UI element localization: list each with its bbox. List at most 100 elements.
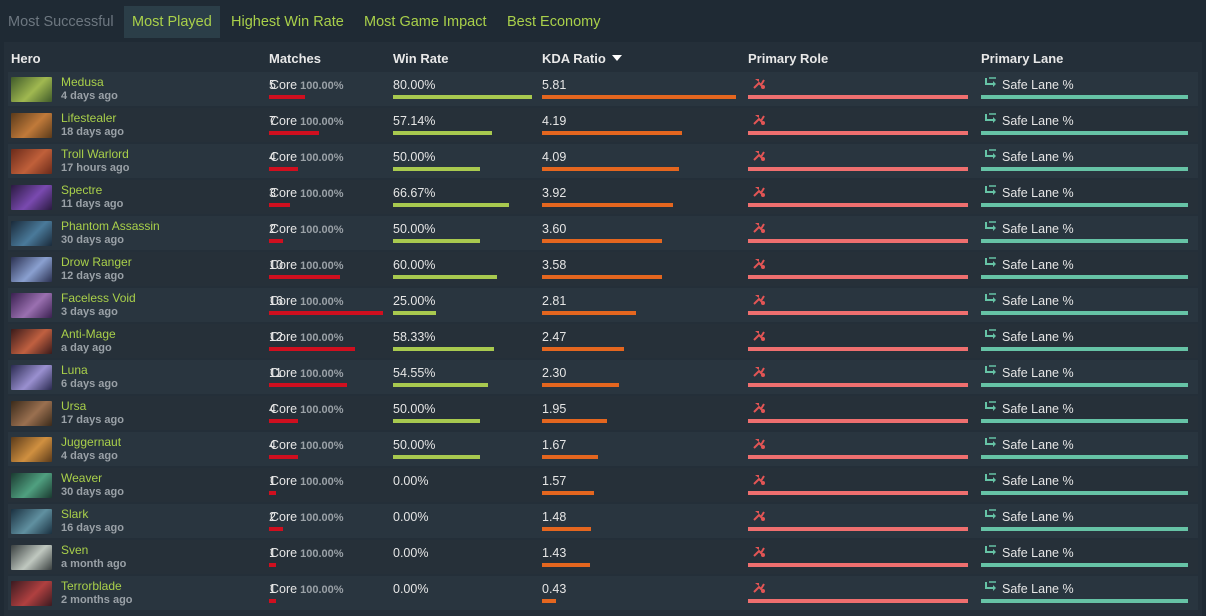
column-header-primary-lane[interactable]: Primary Lane [981,51,1064,66]
hero-name-link[interactable]: Faceless Void [61,291,136,305]
hero-avatar[interactable] [11,473,52,498]
hero-avatar[interactable] [11,221,52,246]
role-bar [748,491,968,495]
hero-last-played: 18 days ago [61,126,124,138]
table-row: Luna 6 days ago 11 54.55% 2.30 Core 100.00% Saf… [8,360,1198,394]
safe-lane-icon [984,544,998,558]
kda-value: 1.67 [542,438,567,452]
role-label: Core [270,546,298,560]
kda-value: 3.60 [542,222,567,236]
hero-avatar[interactable] [11,113,52,138]
hero-avatar[interactable] [11,581,52,606]
hero-name-link[interactable]: Juggernaut [61,435,122,449]
matches-value: 4 [269,438,276,452]
hero-name-link[interactable]: Troll Warlord [61,147,129,161]
hero-last-played: 17 days ago [61,414,124,426]
column-header-matches[interactable]: Matches [269,51,322,66]
role-bar [748,527,968,531]
core-role-icon [752,148,766,162]
matches-bar [269,527,283,531]
column-header-win-rate[interactable]: Win Rate [393,51,449,66]
hero-last-played: 4 days ago [61,450,118,462]
matches-bar [269,203,290,207]
hero-name-link[interactable]: Weaver [61,471,103,485]
tab-best-economy[interactable]: Best Economy [507,14,601,30]
matches-bar [269,599,276,603]
hero-avatar[interactable] [11,545,52,570]
kda-bar [542,95,736,99]
hero-last-played: 3 days ago [61,306,118,318]
tab-most-played[interactable]: Most Played [124,6,220,38]
column-header-primary-role[interactable]: Primary Role [748,51,829,66]
kda-bar [542,599,556,603]
column-header-kda[interactable]: KDA Ratio [542,51,622,66]
matches-bar [269,311,383,315]
role-percent: 100.00% [300,188,344,200]
hero-avatar[interactable] [11,293,52,318]
win-rate-value: 50.00% [393,438,436,452]
hero-name-link[interactable]: Sven [61,543,89,557]
lane-bar [981,563,1188,567]
win-rate-value: 25.00% [393,294,436,308]
hero-avatar[interactable] [11,329,52,354]
hero-name-link[interactable]: Terrorblade [61,579,122,593]
table-header: Hero Matches Win Rate KDA Ratio Primary … [4,42,1202,72]
column-header-hero[interactable]: Hero [11,51,41,66]
primary-role: Core 100.00% [270,78,344,92]
win-rate-value: 66.67% [393,186,436,200]
hero-name-link[interactable]: Slark [61,507,89,521]
hero-avatar[interactable] [11,509,52,534]
hero-name-link[interactable]: Lifestealer [61,111,117,125]
primary-role: Core 100.00% [270,150,344,164]
hero-last-played: 11 days ago [61,198,124,210]
kda-bar [542,563,590,567]
role-percent: 100.00% [300,332,344,344]
win-rate-bar [393,383,488,387]
hero-name-link[interactable]: Anti-Mage [61,327,116,341]
kda-value: 5.81 [542,78,567,92]
hero-avatar[interactable] [11,149,52,174]
role-bar [748,239,968,243]
kda-bar [542,311,636,315]
role-bar [748,311,968,315]
hero-name-link[interactable]: Ursa [61,399,87,413]
primary-role: Core 100.00% [270,222,344,236]
hero-avatar[interactable] [11,77,52,102]
safe-lane-icon [984,76,998,90]
win-rate-bar [393,275,497,279]
lane-bar [981,527,1188,531]
hero-avatar[interactable] [11,185,52,210]
safe-lane-icon [984,364,998,378]
kda-bar [542,347,624,351]
kda-value: 2.81 [542,294,567,308]
kda-value: 3.58 [542,258,567,272]
hero-last-played: 2 months ago [61,594,133,606]
lane-bar [981,239,1188,243]
table-row: Troll Warlord 17 hours ago 4 50.00% 4.09 Core… [8,144,1198,178]
role-percent: 100.00% [300,116,344,128]
role-label: Core [270,222,298,236]
role-bar [748,203,968,207]
tab-most-successful[interactable]: Most Successful [8,14,114,30]
hero-name-link[interactable]: Spectre [61,183,103,197]
win-rate-value: 0.00% [393,546,429,560]
matches-value: 5 [269,78,276,92]
primary-lane: Safe Lane % [1002,402,1074,416]
matches-value: 7 [269,114,276,128]
role-percent: 100.00% [300,548,344,560]
win-rate-value: 50.00% [393,222,436,236]
hero-name-link[interactable]: Drow Ranger [61,255,132,269]
primary-lane: Safe Lane % [1002,186,1074,200]
role-percent: 100.00% [300,368,344,380]
hero-name-link[interactable]: Medusa [61,75,104,89]
matches-bar [269,491,276,495]
hero-avatar[interactable] [11,257,52,282]
hero-name-link[interactable]: Luna [61,363,88,377]
hero-avatar[interactable] [11,401,52,426]
win-rate-value: 0.00% [393,474,429,488]
hero-avatar[interactable] [11,365,52,390]
tab-most-game-impact[interactable]: Most Game Impact [364,14,487,30]
hero-avatar[interactable] [11,437,52,462]
tab-highest-win-rate[interactable]: Highest Win Rate [231,14,344,30]
hero-name-link[interactable]: Phantom Assassin [61,219,160,233]
